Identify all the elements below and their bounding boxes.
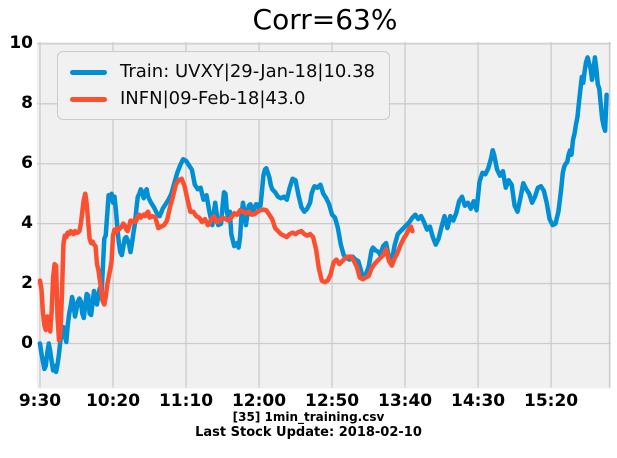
footer-file-label: [35] 1min_training.csv — [232, 410, 385, 424]
footer: [35] 1min_training.csv Last Stock Update… — [0, 410, 617, 441]
legend-item-stock: INFN|09-Feb-18|43.0 — [70, 88, 375, 110]
y-tick-label: 4 — [21, 213, 33, 234]
legend-label-train: Train: UVXY|29-Jan-18|10.38 — [120, 61, 375, 82]
x-tick-label: 12:00 — [231, 391, 287, 411]
x-tick-label: 14:30 — [451, 391, 506, 411]
y-tick-label: 6 — [21, 153, 33, 174]
x-tick-label: 9:30 — [18, 391, 62, 411]
x-tick-label: 10:20 — [85, 391, 141, 411]
train-line — [37, 55, 609, 375]
legend: Train: UVXY|29-Jan-18|10.38 INFN|09-Feb-… — [57, 51, 390, 120]
legend-label-stock: INFN|09-Feb-18|43.0 — [120, 88, 306, 109]
x-tick-label: 12:50 — [304, 391, 360, 411]
x-tick-label: 11:10 — [158, 391, 214, 411]
train-line-swatch — [70, 69, 107, 75]
y-tick-label: 0 — [21, 332, 33, 353]
stock-line-swatch — [70, 96, 107, 102]
x-tick-label: 15:20 — [524, 391, 579, 411]
stock-line — [37, 176, 415, 343]
x-tick-label: 13:40 — [378, 391, 433, 411]
chart-title: Corr=63% — [252, 3, 398, 36]
y-tick-label: 8 — [21, 93, 33, 114]
y-tick-label: 10 — [9, 33, 33, 54]
legend-item-train: Train: UVXY|29-Jan-18|10.38 — [70, 61, 375, 83]
footer-update-label: Last Stock Update: 2018-02-10 — [195, 425, 422, 440]
y-tick-label: 2 — [21, 273, 33, 294]
